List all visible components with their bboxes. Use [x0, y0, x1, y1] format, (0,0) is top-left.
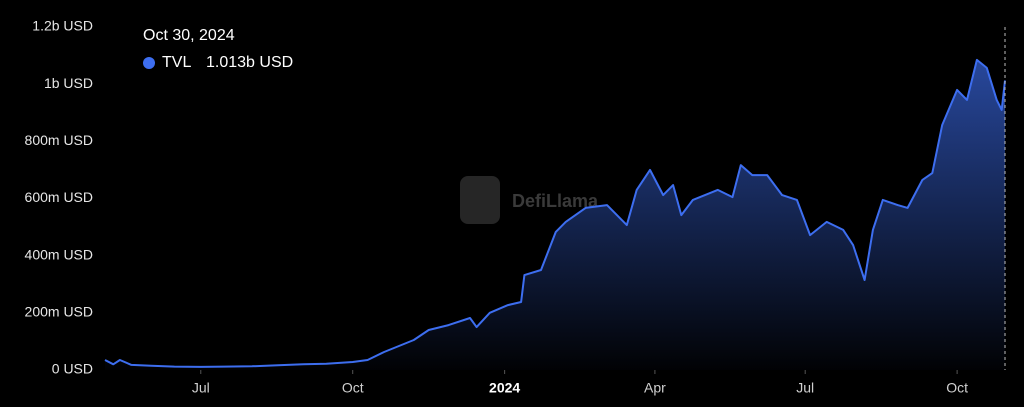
x-tick-label: Apr: [644, 380, 666, 396]
tooltip-value: 1.013b USD: [206, 54, 293, 71]
x-tick-label: Jul: [192, 380, 210, 396]
tooltip-series: TVL: [162, 54, 191, 71]
y-tick-label: 800m USD: [25, 132, 93, 148]
y-tick-label: 1b USD: [44, 75, 93, 91]
y-tick-label: 200m USD: [25, 304, 93, 320]
tooltip-swatch: [143, 57, 155, 69]
y-tick-label: 400m USD: [25, 246, 93, 262]
line: [104, 58, 1006, 368]
watermark-logo: [460, 176, 500, 224]
x-tick-label: Oct: [946, 380, 968, 396]
watermark: DefiLlama: [460, 176, 599, 224]
x-tick-label: Jul: [796, 380, 814, 396]
area-fill: [105, 59, 1005, 371]
y-tick-label: 0 USD: [52, 361, 93, 377]
y-tick-label: 600m USD: [25, 189, 93, 205]
watermark-text: DefiLlama: [512, 191, 599, 211]
tooltip-date: Oct 30, 2024: [143, 27, 235, 44]
y-tick-label: 1.2b USD: [32, 18, 93, 34]
x-tick-label: Oct: [342, 380, 364, 396]
x-tick-label: 2024: [489, 380, 520, 396]
